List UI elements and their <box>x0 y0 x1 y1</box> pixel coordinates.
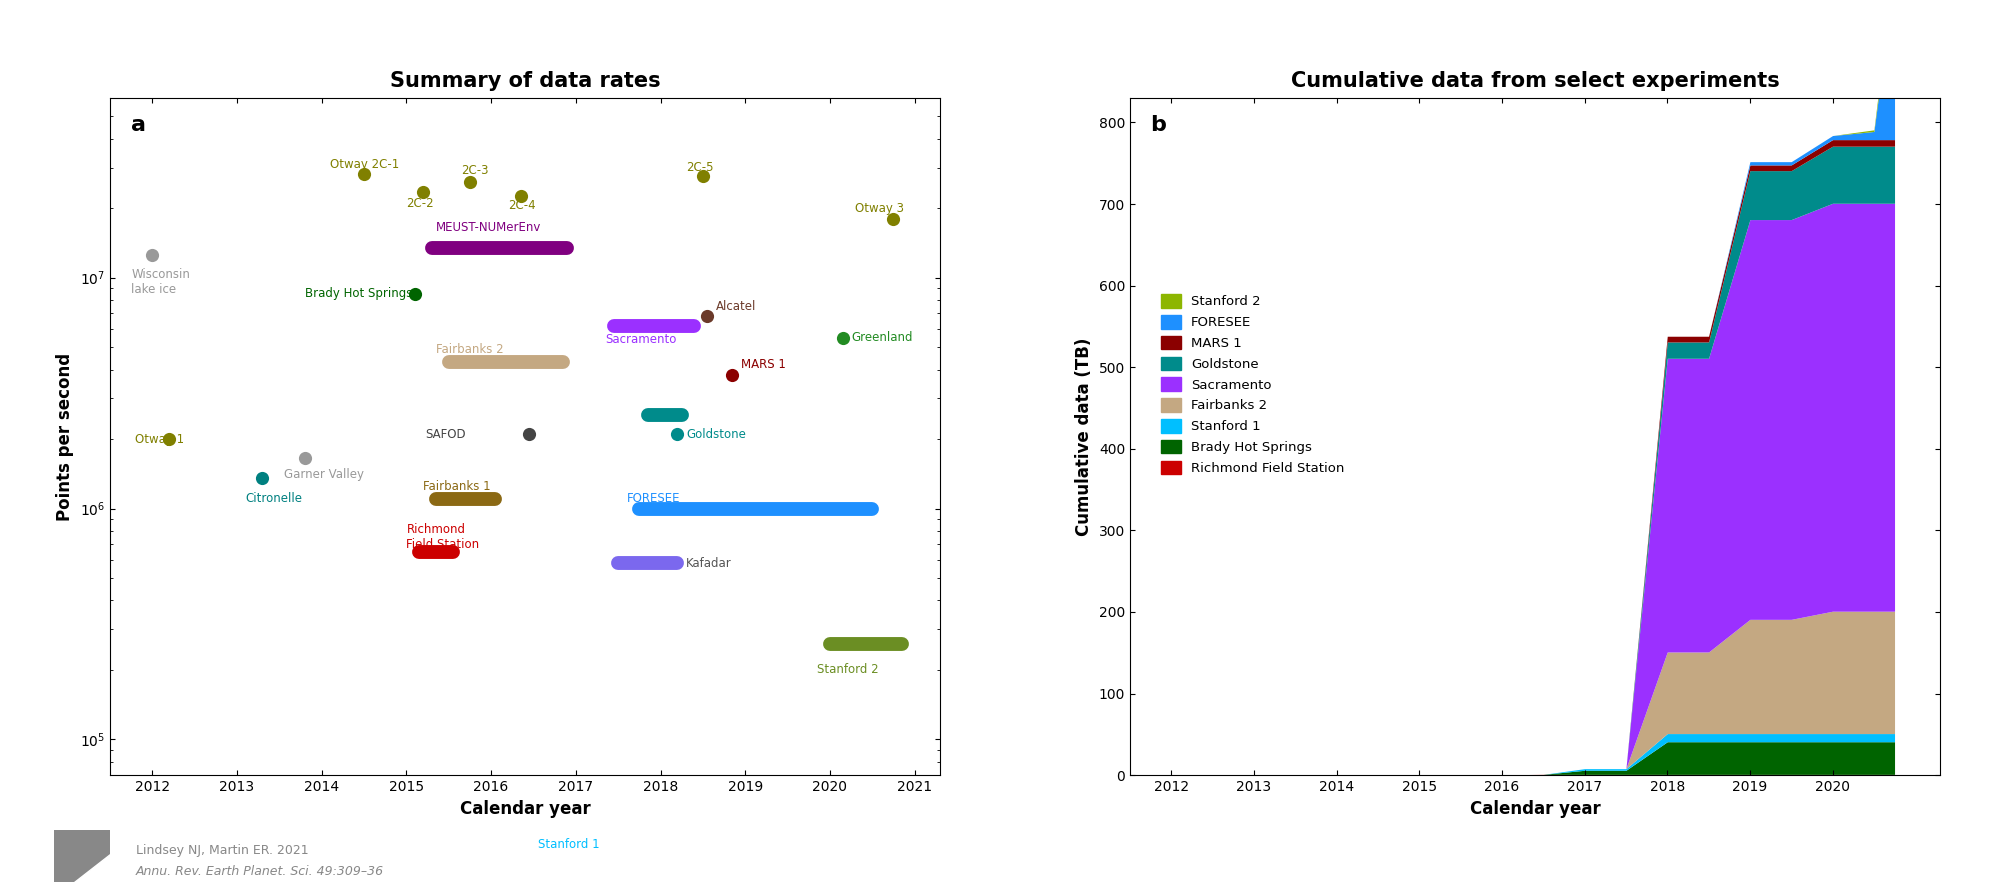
Text: Fairbanks 2: Fairbanks 2 <box>436 343 504 356</box>
Point <box>878 211 910 225</box>
Point <box>662 427 694 441</box>
Text: SAFOD: SAFOD <box>426 428 466 441</box>
Point <box>246 471 278 486</box>
Point <box>288 451 320 465</box>
Text: 2C-4: 2C-4 <box>508 200 536 212</box>
Text: MEUST-NUMerEnv: MEUST-NUMerEnv <box>436 221 542 234</box>
Text: Lindsey NJ, Martin ER. 2021: Lindsey NJ, Martin ER. 2021 <box>136 844 308 857</box>
X-axis label: Calendar year: Calendar year <box>460 799 590 818</box>
Text: Sacramento: Sacramento <box>606 333 676 346</box>
Text: b: b <box>1150 115 1166 135</box>
Text: Stanford 1: Stanford 1 <box>538 838 600 851</box>
Text: Alcatel: Alcatel <box>716 300 756 313</box>
Text: a: a <box>130 115 146 135</box>
Text: Stanford 2: Stanford 2 <box>818 664 878 676</box>
Y-axis label: Cumulative data (TB): Cumulative data (TB) <box>1076 338 1094 535</box>
Text: Fairbanks 1: Fairbanks 1 <box>424 479 490 493</box>
Point <box>504 189 536 203</box>
Text: Otway 1: Otway 1 <box>136 432 184 446</box>
X-axis label: Calendar year: Calendar year <box>1470 799 1600 818</box>
Point <box>686 169 718 184</box>
Text: Greenland: Greenland <box>852 331 912 344</box>
Text: Annu. Rev. Earth Planet. Sci. 49:309–36: Annu. Rev. Earth Planet. Sci. 49:309–36 <box>136 864 384 878</box>
Point <box>514 427 546 441</box>
Point <box>826 331 858 345</box>
Point <box>136 249 168 263</box>
Text: Brady Hot Springs: Brady Hot Springs <box>304 288 412 300</box>
Point <box>348 168 380 182</box>
Legend: Stanford 2, FORESEE, MARS 1, Goldstone, Sacramento, Fairbanks 2, Stanford 1, Bra: Stanford 2, FORESEE, MARS 1, Goldstone, … <box>1160 294 1344 475</box>
Y-axis label: Points per second: Points per second <box>56 353 74 520</box>
Text: Goldstone: Goldstone <box>686 428 746 441</box>
Text: Otway 2C-1: Otway 2C-1 <box>330 158 400 171</box>
Title: Summary of data rates: Summary of data rates <box>390 71 660 91</box>
Text: 2C-3: 2C-3 <box>462 165 488 177</box>
Text: 2C-5: 2C-5 <box>686 161 714 174</box>
Point <box>398 287 430 301</box>
Text: MARS 1: MARS 1 <box>740 358 786 372</box>
Point <box>154 432 186 446</box>
Text: FORESEE: FORESEE <box>626 493 680 505</box>
Text: Kafadar: Kafadar <box>686 557 732 569</box>
Point <box>408 184 440 199</box>
Text: Wisconsin
lake ice: Wisconsin lake ice <box>132 268 190 296</box>
Text: Garner Valley: Garner Valley <box>284 469 364 481</box>
Text: Citronelle: Citronelle <box>246 493 302 505</box>
Text: Richmond
Field Station: Richmond Field Station <box>406 523 480 552</box>
Polygon shape <box>74 854 110 882</box>
Text: Otway 3: Otway 3 <box>856 201 904 215</box>
Text: 2C-2: 2C-2 <box>406 197 434 209</box>
Point <box>454 175 486 189</box>
Point <box>692 309 724 323</box>
Title: Cumulative data from select experiments: Cumulative data from select experiments <box>1290 71 1780 91</box>
Point <box>716 368 748 382</box>
